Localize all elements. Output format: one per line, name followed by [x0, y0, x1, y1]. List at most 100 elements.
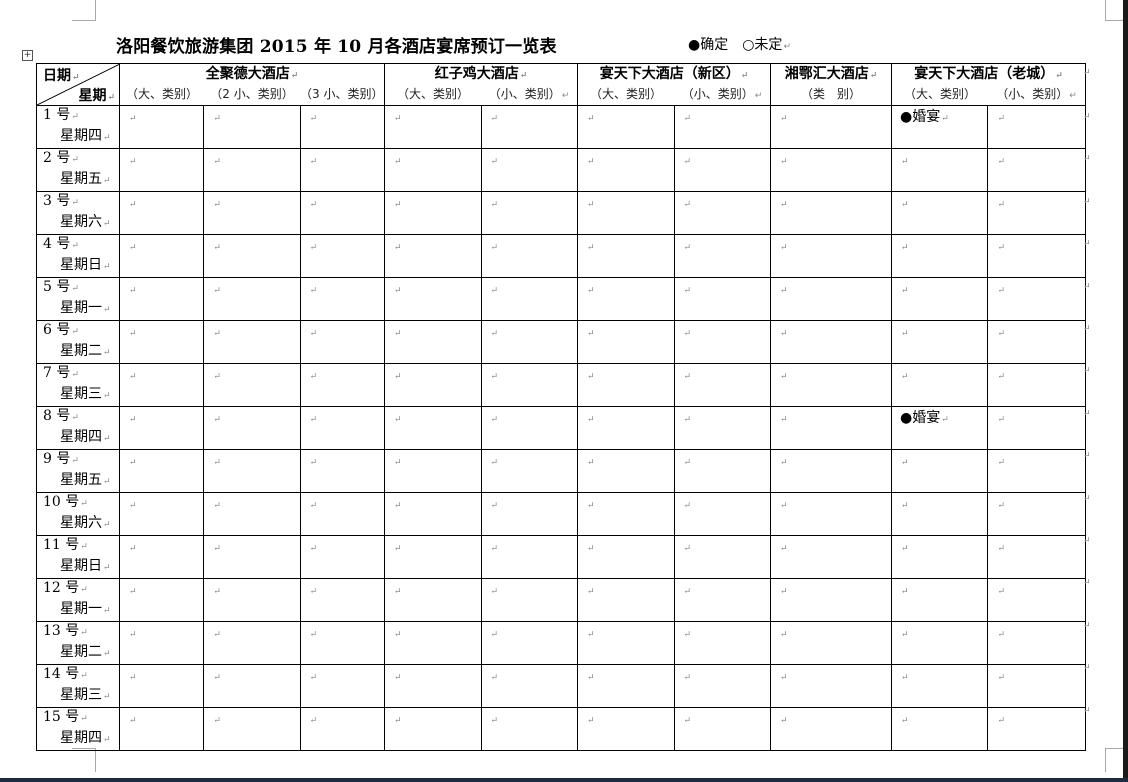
booking-cell[interactable] — [673, 277, 771, 321]
booking-cell[interactable] — [890, 578, 989, 622]
booking-cell[interactable] — [203, 277, 301, 321]
booking-cell[interactable] — [384, 664, 482, 708]
booking-cell[interactable] — [987, 191, 1086, 235]
booking-cell[interactable] — [384, 191, 482, 235]
booking-cell[interactable] — [384, 406, 482, 450]
booking-cell[interactable] — [118, 191, 205, 235]
booking-cell[interactable] — [770, 234, 892, 278]
booking-cell[interactable] — [890, 234, 989, 278]
booking-cell[interactable] — [299, 277, 386, 321]
booking-cell[interactable] — [987, 578, 1086, 622]
booking-cell[interactable] — [384, 148, 482, 192]
booking-cell[interactable] — [299, 320, 386, 364]
booking-cell[interactable] — [890, 707, 989, 751]
booking-cell[interactable] — [480, 363, 578, 407]
booking-cell[interactable] — [299, 578, 386, 622]
booking-cell[interactable] — [673, 449, 771, 493]
booking-cell[interactable] — [299, 707, 386, 751]
booking-cell[interactable] — [673, 664, 771, 708]
booking-cell[interactable] — [384, 105, 482, 149]
booking-cell[interactable] — [987, 148, 1086, 192]
booking-cell[interactable] — [118, 148, 205, 192]
booking-cell[interactable] — [987, 363, 1086, 407]
booking-cell[interactable] — [480, 707, 578, 751]
booking-cell[interactable] — [384, 277, 482, 321]
booking-cell[interactable] — [577, 234, 675, 278]
booking-cell[interactable] — [577, 320, 675, 364]
booking-cell[interactable] — [770, 277, 892, 321]
booking-cell[interactable] — [673, 707, 771, 751]
booking-cell[interactable] — [987, 234, 1086, 278]
booking-cell[interactable] — [987, 621, 1086, 665]
booking-cell[interactable] — [118, 621, 205, 665]
booking-cell[interactable] — [299, 406, 386, 450]
booking-cell[interactable] — [673, 234, 771, 278]
booking-cell[interactable] — [673, 363, 771, 407]
booking-cell[interactable] — [577, 277, 675, 321]
booking-cell[interactable] — [203, 363, 301, 407]
booking-cell[interactable] — [890, 621, 989, 665]
booking-cell[interactable] — [577, 148, 675, 192]
booking-cell[interactable] — [987, 535, 1086, 579]
booking-cell[interactable] — [890, 320, 989, 364]
booking-cell[interactable] — [384, 234, 482, 278]
booking-cell[interactable] — [890, 148, 989, 192]
booking-cell[interactable] — [577, 191, 675, 235]
booking-cell[interactable]: ●婚宴 — [890, 105, 989, 149]
booking-cell[interactable] — [673, 492, 771, 536]
booking-cell[interactable] — [480, 578, 578, 622]
booking-cell[interactable] — [480, 449, 578, 493]
booking-cell[interactable] — [480, 320, 578, 364]
booking-cell[interactable] — [890, 277, 989, 321]
booking-cell[interactable] — [577, 449, 675, 493]
booking-cell[interactable] — [299, 664, 386, 708]
booking-cell[interactable] — [480, 492, 578, 536]
booking-cell[interactable] — [987, 406, 1086, 450]
booking-cell[interactable] — [987, 277, 1086, 321]
booking-cell[interactable] — [673, 621, 771, 665]
booking-cell[interactable] — [890, 363, 989, 407]
booking-cell[interactable] — [118, 578, 205, 622]
booking-cell[interactable] — [118, 406, 205, 450]
booking-cell[interactable] — [987, 105, 1086, 149]
booking-cell[interactable] — [577, 664, 675, 708]
booking-cell[interactable] — [299, 449, 386, 493]
booking-cell[interactable] — [203, 105, 301, 149]
booking-cell[interactable] — [480, 621, 578, 665]
booking-cell[interactable] — [987, 707, 1086, 751]
booking-cell[interactable] — [890, 535, 989, 579]
booking-cell[interactable] — [480, 148, 578, 192]
booking-cell[interactable] — [770, 449, 892, 493]
booking-cell[interactable] — [384, 320, 482, 364]
booking-cell[interactable] — [299, 535, 386, 579]
booking-cell[interactable] — [118, 363, 205, 407]
booking-cell[interactable] — [480, 535, 578, 579]
booking-cell[interactable] — [384, 578, 482, 622]
booking-cell[interactable] — [203, 320, 301, 364]
booking-cell[interactable] — [577, 105, 675, 149]
booking-cell[interactable] — [384, 707, 482, 751]
booking-cell[interactable] — [299, 234, 386, 278]
booking-cell[interactable] — [770, 320, 892, 364]
booking-cell[interactable] — [203, 492, 301, 536]
booking-cell[interactable] — [673, 320, 771, 364]
booking-cell[interactable] — [480, 277, 578, 321]
booking-cell[interactable] — [118, 707, 205, 751]
booking-cell[interactable] — [987, 492, 1086, 536]
booking-cell[interactable] — [118, 234, 205, 278]
booking-cell[interactable] — [577, 535, 675, 579]
booking-cell[interactable] — [118, 449, 205, 493]
booking-cell[interactable] — [480, 191, 578, 235]
booking-cell[interactable] — [203, 234, 301, 278]
booking-cell[interactable] — [890, 664, 989, 708]
booking-cell[interactable] — [384, 449, 482, 493]
booking-cell[interactable] — [987, 664, 1086, 708]
booking-cell[interactable] — [384, 492, 482, 536]
booking-cell[interactable] — [770, 621, 892, 665]
booking-cell[interactable] — [673, 535, 771, 579]
booking-cell[interactable] — [673, 578, 771, 622]
booking-cell[interactable] — [299, 363, 386, 407]
booking-cell[interactable] — [299, 492, 386, 536]
booking-cell[interactable] — [770, 707, 892, 751]
booking-cell[interactable] — [118, 492, 205, 536]
